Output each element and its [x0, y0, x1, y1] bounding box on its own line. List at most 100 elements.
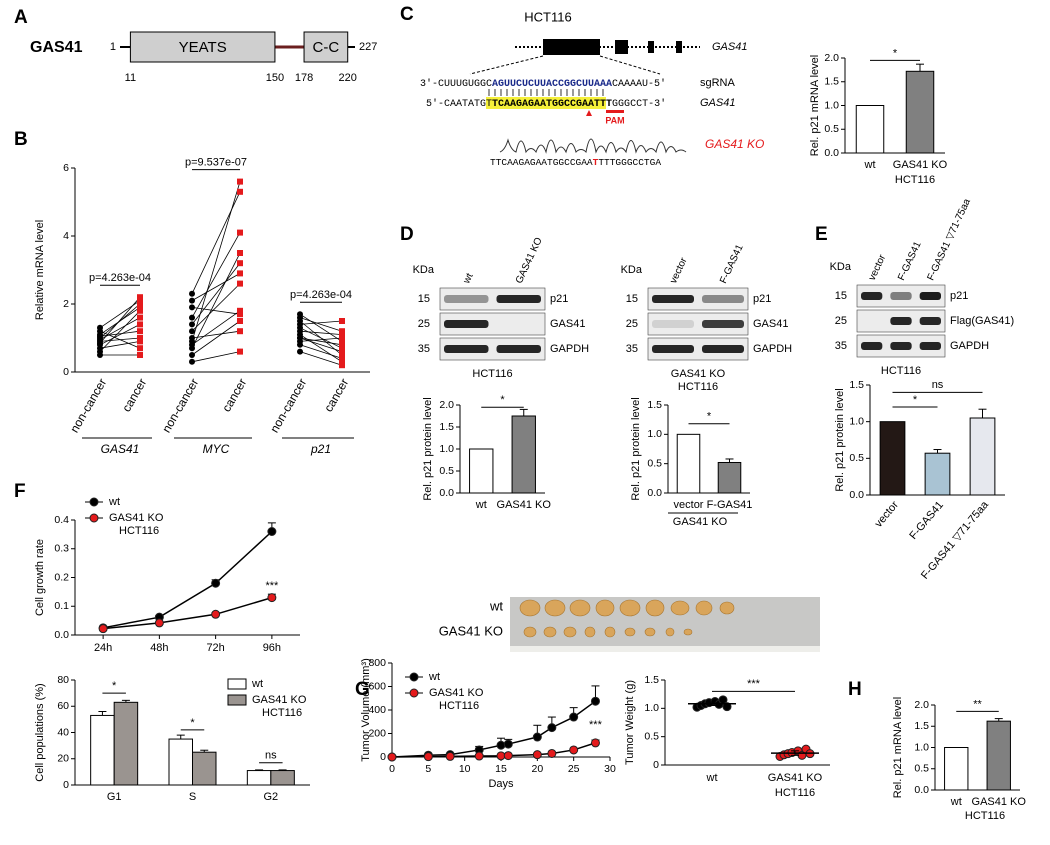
- point: [339, 338, 345, 345]
- x-tick-label: wt: [475, 499, 487, 511]
- pair-line: [191, 320, 241, 356]
- pair-line: [299, 317, 343, 332]
- y-tick-label: 1.0: [849, 415, 864, 427]
- y-tick-label: 800: [368, 657, 386, 669]
- x-tick-label: GAS41 KO: [893, 159, 948, 171]
- point: [339, 348, 345, 355]
- point: [503, 739, 513, 749]
- zoom-line: [599, 55, 661, 75]
- legend-note: HCT116: [439, 700, 479, 712]
- significance-label: *: [913, 394, 918, 406]
- marker-label: 35: [626, 343, 638, 355]
- band: [919, 342, 941, 350]
- band: [890, 317, 912, 325]
- pair-line: [99, 330, 141, 337]
- legend-marker: [409, 688, 419, 698]
- y-axis-label: Tumor Weight (g): [624, 680, 636, 765]
- point: [339, 355, 345, 362]
- point: [137, 328, 143, 335]
- pair-line: [299, 351, 343, 366]
- y-tick-label: 0: [380, 751, 386, 763]
- y-tick-label: 1.5: [849, 379, 864, 391]
- band: [496, 295, 541, 303]
- y-tick-label: 1.0: [644, 702, 659, 714]
- point: [339, 352, 345, 358]
- band: [496, 345, 541, 353]
- point: [189, 304, 195, 311]
- photo-row-label: wt: [489, 598, 503, 613]
- x-tick-label: non-cancer: [159, 376, 201, 435]
- x-tick-label: cancer: [219, 376, 249, 414]
- bar: [924, 452, 951, 496]
- point: [237, 311, 243, 318]
- legend-swatch: [227, 678, 247, 690]
- y-tick-label: 0.0: [647, 487, 662, 499]
- band: [702, 345, 744, 353]
- legend-label: GAS41 KO: [429, 687, 484, 699]
- pair-line: [191, 273, 241, 301]
- point: [387, 752, 397, 762]
- panel-letter: F: [14, 481, 26, 502]
- series-line: [103, 596, 273, 630]
- y-axis-label: Rel. p21 protein level: [630, 397, 642, 500]
- point: [137, 294, 143, 301]
- band-label: Flag(GAS41): [950, 315, 1014, 327]
- x-tick-label: 30: [604, 763, 616, 775]
- x-tick-label: 20: [531, 763, 543, 775]
- y-tick-label: 0.0: [824, 147, 839, 159]
- point: [237, 178, 243, 185]
- point: [569, 745, 579, 755]
- cut-site: [586, 110, 592, 116]
- point: [137, 314, 143, 321]
- series-line: [391, 700, 596, 758]
- point: [339, 335, 345, 341]
- point: [211, 609, 221, 619]
- point: [189, 358, 195, 365]
- blot-strip: [439, 287, 546, 311]
- legend-marker: [409, 672, 419, 682]
- sequence-part: TTTGGGCCTGA: [598, 157, 661, 168]
- bar: [511, 415, 536, 494]
- point: [137, 335, 143, 341]
- x-tick-label: wt: [950, 796, 962, 808]
- band: [890, 292, 912, 300]
- ko-label: GAS41 KO: [705, 137, 764, 151]
- y-tick-label: 0: [653, 759, 659, 771]
- blot-caption: HCT116: [678, 381, 718, 393]
- x-tick-label: GAS41 KO: [972, 796, 1027, 808]
- pair-line: [191, 232, 241, 318]
- point: [137, 304, 143, 311]
- x-tick-label: 48h: [150, 642, 168, 654]
- tumors: [519, 599, 735, 638]
- point: [189, 314, 195, 321]
- band-label: p21: [753, 293, 771, 305]
- point: [423, 752, 433, 762]
- marker-label: 25: [835, 315, 847, 327]
- x-tick-label: cancer: [321, 376, 351, 414]
- pair-line: [299, 334, 343, 363]
- point: [590, 738, 600, 748]
- blot-caption: HCT116: [881, 365, 921, 377]
- x-tick-label: wt: [706, 772, 718, 784]
- point: [532, 750, 542, 760]
- y-axis-label: Rel. p21 mRNA level: [809, 55, 821, 157]
- lane-label: vector: [867, 252, 889, 282]
- pair-line: [99, 300, 141, 329]
- kda-label: KDa: [413, 264, 435, 276]
- point: [97, 324, 103, 331]
- y-tick-label: 0.4: [54, 514, 69, 526]
- pair-line: [191, 181, 241, 342]
- x-tick-label: vector: [873, 499, 902, 530]
- bar: [469, 448, 494, 494]
- y-tick-label: 60: [57, 700, 69, 712]
- y-tick-label: 2.0: [439, 399, 454, 411]
- marker-label: 15: [626, 293, 638, 305]
- point: [237, 328, 243, 335]
- point: [237, 260, 243, 267]
- point: [237, 250, 243, 256]
- point: [137, 301, 143, 307]
- point: [339, 362, 345, 369]
- bar: [676, 433, 701, 494]
- base-pairing: [488, 89, 604, 96]
